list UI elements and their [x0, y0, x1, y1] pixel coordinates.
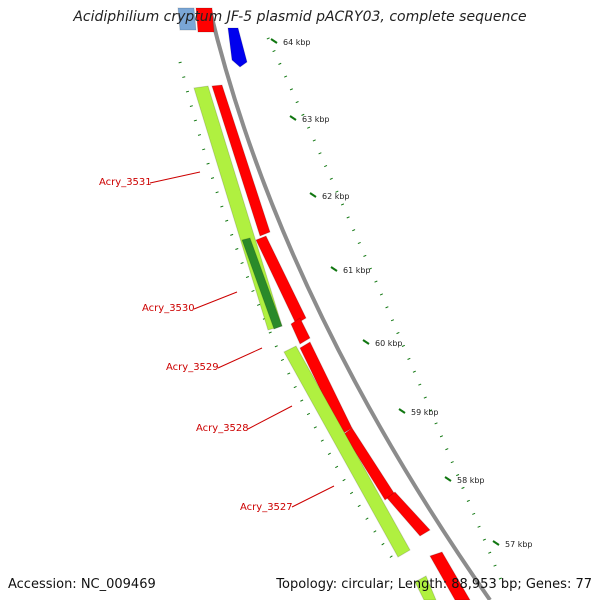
gene-label: Acry_3528 [196, 423, 249, 434]
gene-label: Acry_3527 [240, 502, 293, 513]
map-title: Acidiphilium cryptum JF-5 plasmid pACRY0… [73, 9, 527, 25]
gene-arrow [429, 551, 471, 600]
summary-text: Topology: circular; Length: 88,953 bp; G… [276, 577, 592, 592]
ruler-tick [444, 476, 452, 482]
gene-arrow [255, 235, 307, 325]
gene-arrow [241, 237, 283, 330]
gene-label-leader [149, 171, 201, 184]
ruler-label: 59 kbp [411, 408, 439, 417]
gene-arrow [414, 575, 437, 600]
ruler-tick [492, 540, 500, 546]
ruler-tick [289, 115, 297, 121]
ruler-label: 61 kbp [343, 266, 371, 275]
ruler-tick [270, 38, 278, 44]
accession-text: Accession: NC_009469 [8, 577, 156, 592]
gene-arrow [290, 317, 311, 345]
ruler-tick [398, 408, 406, 414]
gene-arrow [177, 7, 197, 31]
ruler-tick [362, 339, 370, 345]
gene-label-leader [217, 347, 263, 369]
gene-arrow [386, 491, 431, 537]
gene-arrow [283, 345, 411, 558]
gene-label-leader [193, 291, 238, 310]
gene-arrow [227, 27, 248, 68]
gene-label: Acry_3529 [166, 362, 219, 373]
ruler-label: 62 kbp [322, 192, 350, 201]
outer-tick-ring [266, 37, 507, 591]
ruler-label: 64 kbp [283, 38, 311, 47]
gene-label: Acry_3531 [99, 177, 152, 188]
gene-label-leader [247, 405, 293, 430]
ruler-label: 58 kbp [457, 476, 485, 485]
ruler-label: 57 kbp [505, 540, 533, 549]
ruler-label: 63 kbp [302, 115, 330, 124]
ruler-tick [330, 266, 338, 272]
plasmid-backbone [208, 9, 492, 600]
gene-arrow [211, 84, 271, 237]
gene-label: Acry_3530 [142, 303, 195, 314]
gene-arrow [195, 7, 215, 33]
ruler-tick [309, 192, 317, 198]
gene-label-leader [291, 485, 335, 508]
ruler-label: 60 kbp [375, 339, 403, 348]
